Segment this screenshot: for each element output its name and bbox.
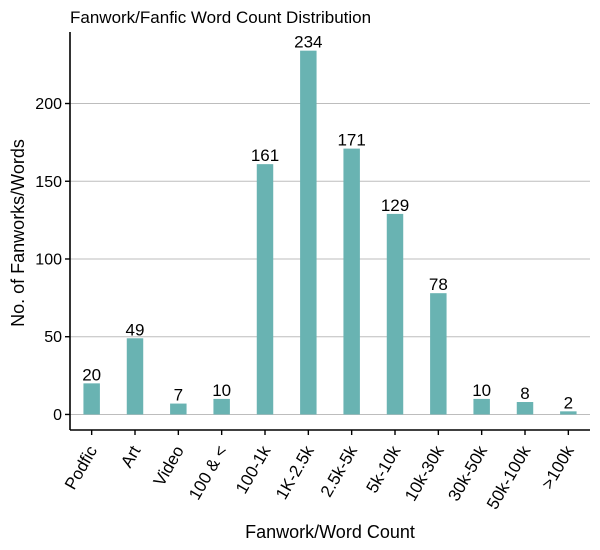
bar <box>430 293 447 415</box>
x-tick-label: 30k-50k <box>444 442 491 504</box>
bar <box>170 403 187 415</box>
bar <box>126 338 144 415</box>
x-tick-label: Video <box>150 443 188 490</box>
bar <box>213 398 230 415</box>
data-label: 49 <box>126 320 145 339</box>
y-tick-label: 200 <box>35 96 62 113</box>
bar <box>560 411 577 415</box>
x-tick-label: Podfic <box>61 442 101 493</box>
x-tick-label: 100 & < <box>185 442 231 503</box>
x-tick-label: Art <box>117 442 144 471</box>
y-tick-label: 150 <box>35 174 62 191</box>
x-axis-title: Fanwork/Word Count <box>245 522 415 542</box>
data-label: 234 <box>294 33 322 52</box>
grid-lines <box>70 103 590 415</box>
y-tick-label: 0 <box>53 407 62 424</box>
bars <box>83 50 577 415</box>
y-axis-ticks: 0 50 100 150 200 <box>35 96 70 424</box>
bar <box>473 398 490 415</box>
chart-title: Fanwork/Fanfic Word Count Distribution <box>70 8 371 27</box>
bar <box>256 164 274 415</box>
data-label: 78 <box>429 275 448 294</box>
data-label: 10 <box>212 381 231 400</box>
data-label: 7 <box>174 386 183 405</box>
y-tick-label: 50 <box>44 329 62 346</box>
x-tick-label: 50k-100k <box>483 442 535 512</box>
data-labels: 20 49 7 10 161 234 171 129 78 10 8 2 <box>82 33 573 413</box>
data-label: 20 <box>82 365 101 384</box>
bar <box>300 50 317 415</box>
bar <box>343 148 360 415</box>
data-label: 2 <box>564 393 573 412</box>
x-tick-label: 5k-10k <box>362 442 404 496</box>
bar <box>83 383 100 415</box>
bar <box>386 213 404 415</box>
data-label: 129 <box>381 196 409 215</box>
x-tick-label: 10k-30k <box>401 442 448 504</box>
x-tick-label: 1K-2.5k <box>272 442 318 503</box>
y-tick-label: 100 <box>35 251 62 268</box>
data-label: 171 <box>337 131 365 150</box>
x-tick-label: >100k <box>538 442 578 492</box>
x-tick-label: 100-1k <box>232 442 275 497</box>
data-label: 161 <box>251 146 279 165</box>
data-label: 10 <box>472 381 491 400</box>
data-label: 8 <box>520 384 529 403</box>
x-tick-label: 2.5k-5k <box>317 442 362 500</box>
y-axis-title: No. of Fanworks/Words <box>8 139 28 327</box>
bar <box>516 402 534 415</box>
